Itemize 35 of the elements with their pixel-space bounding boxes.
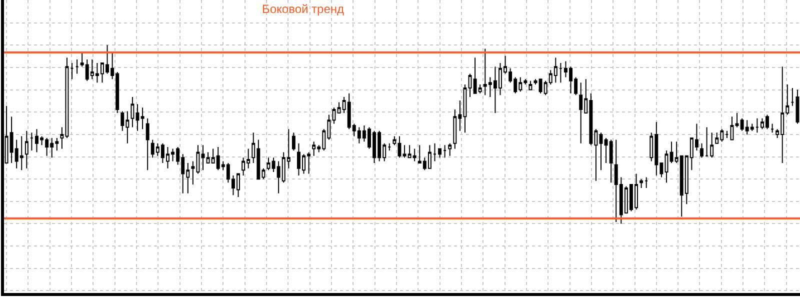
candlestick [130,96,134,128]
candlestick [705,126,709,156]
candlestick [24,130,28,169]
candlestick [266,157,270,171]
candlestick [201,144,205,171]
candlestick [388,142,392,152]
candlestick [398,136,402,158]
candlestick [443,144,447,158]
candlestick [75,58,79,74]
candlestick [136,104,140,132]
text: Боковой тренд [262,2,344,16]
candlestick [558,62,562,84]
candlestick [30,132,34,152]
candlestick [640,178,644,189]
candlestick [448,142,452,156]
candlestick [700,142,704,158]
candlestick [140,107,144,130]
candlestick [332,107,336,124]
candlestick [70,62,74,80]
candlestick [599,132,603,171]
candlestick [710,132,714,158]
candlestick [730,116,734,140]
candlestick [292,132,296,152]
candlestick [725,130,729,139]
candlestick [146,118,150,171]
candlestick [796,89,800,124]
candlestick [528,80,532,90]
candlestick [755,118,759,134]
candlestick [433,142,436,162]
candlestick [438,148,442,158]
candlestick [770,123,774,134]
candlestick [790,88,794,106]
candlestick [392,136,396,146]
candlestick [664,150,668,184]
candlestick [644,176,648,189]
